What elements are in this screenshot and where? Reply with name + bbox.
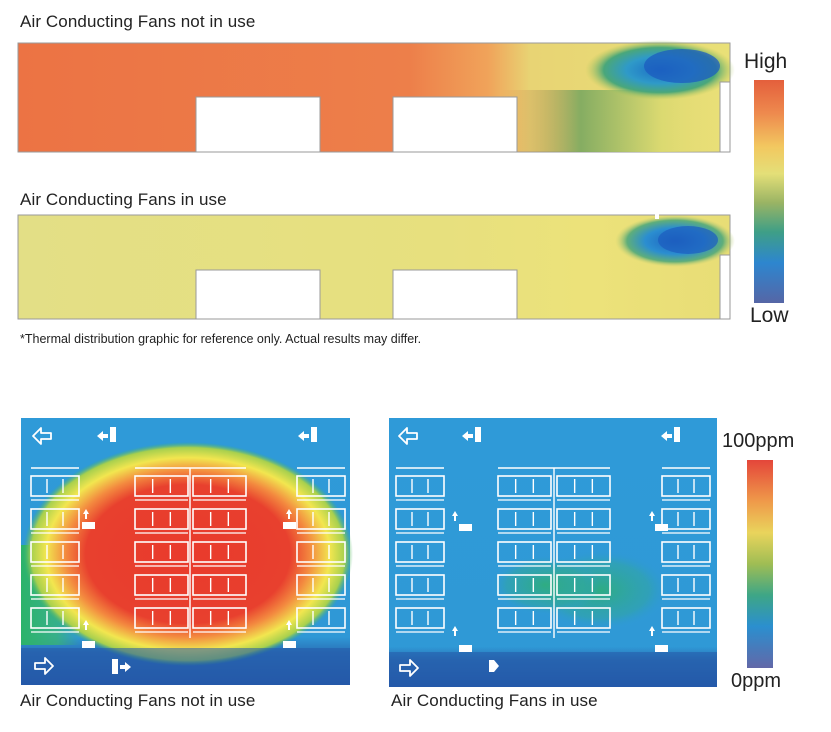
rack-unit [30, 541, 80, 567]
ppm-caption-fans-off: Air Conducting Fans not in use [20, 691, 256, 710]
rack-unit [497, 475, 552, 501]
rack-unit [192, 508, 247, 534]
rack-unit [134, 508, 189, 534]
rack-unit [30, 607, 80, 633]
rack-unit [296, 475, 346, 501]
rack-unit [556, 508, 611, 534]
rack-unit [556, 574, 611, 600]
rack-unit [395, 574, 445, 600]
rack-unit [192, 475, 247, 501]
intake-arrow-outline-icon [399, 659, 419, 677]
rack-unit [296, 541, 346, 567]
ppm-caption-fans-on: Air Conducting Fans in use [391, 691, 598, 710]
exhaust-arrow-outline-icon [32, 427, 52, 445]
thermal-legend-low-label: Low [750, 304, 789, 327]
fan-unit-icon [283, 522, 296, 529]
rack-unit [395, 541, 445, 567]
rack-unit [134, 574, 189, 600]
up-arrow-icon [286, 620, 292, 630]
rack-unit [395, 607, 445, 633]
rack-unit [30, 475, 80, 501]
exhaust-arrow-outline-icon [398, 427, 418, 445]
rack-unit [192, 607, 247, 633]
rack-unit [497, 574, 552, 600]
rack-unit [497, 508, 552, 534]
rack-unit [497, 607, 552, 633]
rack-unit [661, 574, 711, 600]
exhaust-fan-icon [661, 427, 680, 442]
thermal-section-fans-on [17, 214, 735, 320]
thermal-legend-high-label: High [744, 50, 788, 73]
ppm-racks-fans-off [30, 427, 346, 675]
rack-unit [30, 508, 80, 534]
up-arrow-icon [286, 509, 292, 519]
intake-arrow-outline-icon [34, 657, 54, 675]
thermal-footnote: *Thermal distribution graphic for refere… [20, 332, 422, 346]
rack-unit [192, 541, 247, 567]
rack-unit [134, 541, 189, 567]
fan-unit-icon [459, 645, 472, 652]
rack-unit [134, 607, 189, 633]
rack-unit [556, 541, 611, 567]
fan-unit-icon [655, 524, 668, 531]
thermal-title-fans-off: Air Conducting Fans not in use [20, 12, 256, 31]
thermal-legend-bar [754, 80, 784, 303]
rack-unit [661, 475, 711, 501]
ppm-legend-bar [747, 460, 773, 668]
rack-unit [556, 475, 611, 501]
ppm-legend-top-label: 100ppm [722, 430, 795, 452]
ppm-legend-bottom-label: 0ppm [731, 670, 782, 692]
up-arrow-icon [83, 509, 89, 519]
fan-unit-icon [459, 524, 472, 531]
rack-unit [497, 541, 552, 567]
up-arrow-icon [452, 511, 458, 521]
fan-unit-icon [283, 641, 296, 648]
ppm-racks-fans-on [395, 427, 711, 677]
thermal-section-fans-off [17, 40, 735, 153]
thermal-title-fans-on: Air Conducting Fans in use [20, 190, 227, 209]
rack-unit [395, 475, 445, 501]
fan-unit-icon [82, 641, 95, 648]
exhaust-fan-icon [298, 427, 317, 442]
rack-unit [661, 607, 711, 633]
up-arrow-icon [452, 626, 458, 636]
rack-unit [661, 508, 711, 534]
exhaust-fan-icon [462, 427, 481, 442]
rack-unit [395, 508, 445, 534]
fan-unit-icon [655, 645, 668, 652]
rack-unit [296, 607, 346, 633]
ppm-map-fans-off [21, 418, 353, 685]
rack-unit [134, 475, 189, 501]
rack-unit [30, 574, 80, 600]
fan-unit-icon [82, 522, 95, 529]
rack-unit [192, 574, 247, 600]
up-arrow-icon [83, 620, 89, 630]
exhaust-fan-icon [97, 427, 116, 442]
intake-fan-icon [489, 660, 499, 672]
up-arrow-icon [649, 511, 655, 521]
rack-unit [296, 508, 346, 534]
intake-fan-icon [112, 659, 131, 674]
rack-unit [556, 607, 611, 633]
rack-unit [661, 541, 711, 567]
up-arrow-icon [649, 626, 655, 636]
rack-unit [296, 574, 346, 600]
